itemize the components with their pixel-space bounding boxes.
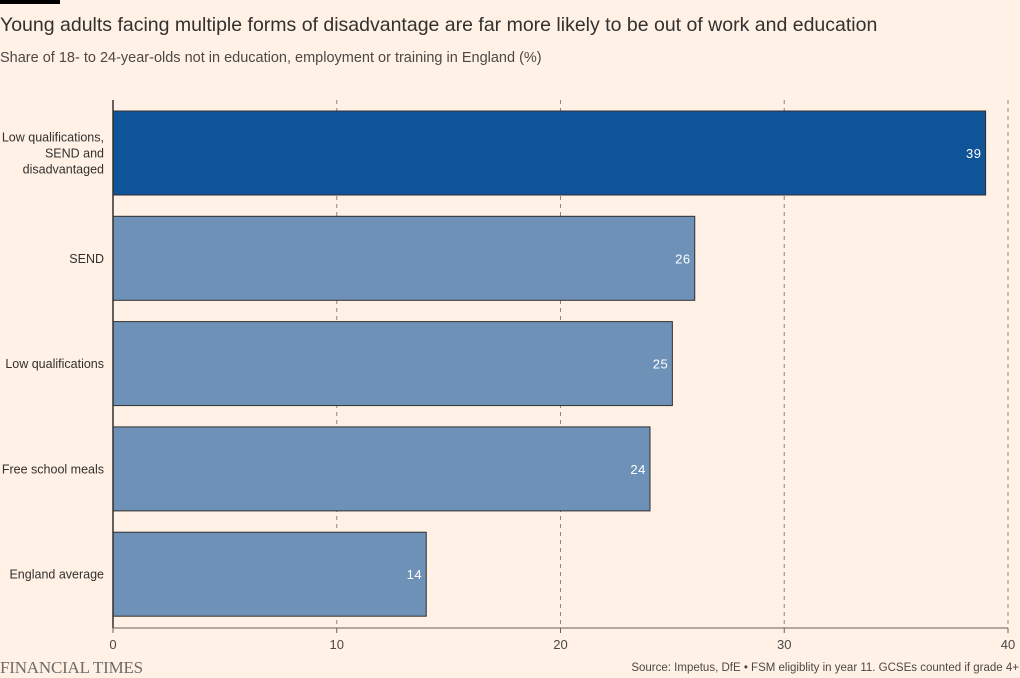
- x-tick-label-30: 30: [777, 637, 791, 652]
- x-tick-label-0: 0: [109, 637, 116, 652]
- category-label-line: Free school meals: [2, 462, 104, 476]
- x-tick-label-20: 20: [553, 637, 567, 652]
- bar-0: [112, 110, 987, 196]
- bar-value-label-0: 39: [966, 146, 982, 161]
- bar-value-label-2: 25: [653, 357, 669, 372]
- x-tick-label-40: 40: [1001, 637, 1015, 652]
- bar-4: [112, 531, 427, 617]
- category-label-line: SEND and: [45, 147, 104, 161]
- category-label-1: SEND: [69, 252, 104, 266]
- category-label-2: Low qualifications: [5, 357, 104, 371]
- category-label-line: Low qualifications,: [2, 131, 104, 145]
- bar-1: [112, 215, 696, 301]
- bar-value-label-3: 24: [630, 462, 646, 477]
- category-label-0: Low qualifications, SEND and disadvantaged: [2, 131, 104, 177]
- ft-brand-bar: [0, 0, 60, 4]
- category-label-line: SEND: [69, 252, 104, 266]
- category-label-4: England average: [9, 568, 104, 582]
- category-label-line: Low qualifications: [5, 357, 104, 371]
- bar-3: [112, 426, 651, 512]
- source-note: Source: Impetus, DfE • FSM eligiblity in…: [631, 662, 1019, 674]
- category-label-line: England average: [9, 568, 104, 582]
- category-label-3: Free school meals: [2, 462, 104, 476]
- financial-times-logo: FINANCIAL TIMES: [0, 658, 143, 677]
- bar-value-label-4: 14: [407, 567, 423, 582]
- chart-subtitle: Share of 18- to 24-year-olds not in educ…: [0, 50, 542, 66]
- bar-value-label-1: 26: [675, 251, 691, 266]
- x-tick-label-10: 10: [330, 637, 344, 652]
- category-label-line: disadvantaged: [23, 163, 104, 177]
- chart-title: Young adults facing multiple forms of di…: [0, 14, 878, 36]
- bar-2: [112, 321, 673, 407]
